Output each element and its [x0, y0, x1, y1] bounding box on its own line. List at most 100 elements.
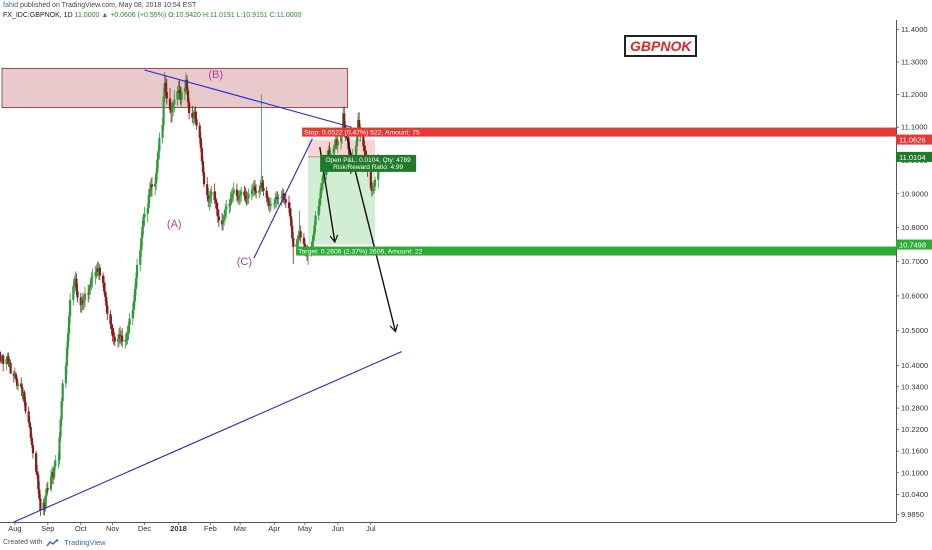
candle-body: [172, 104, 175, 109]
candle-body: [269, 204, 273, 206]
candle-body: [83, 293, 87, 301]
candle-body: [314, 215, 317, 226]
target-price-tag: 10.7498: [899, 241, 926, 250]
candle-body: [333, 145, 336, 149]
candle-body: [88, 288, 91, 294]
candle-body: [64, 365, 67, 384]
stop-label-bg: [302, 127, 896, 137]
candle-body: [237, 196, 241, 200]
x-tick-label: Aug: [8, 524, 21, 533]
candle-body: [372, 186, 376, 188]
candle-body: [133, 288, 137, 302]
x-tick-label: 2018: [170, 524, 187, 533]
candle-body: [317, 206, 320, 216]
candle-body: [191, 113, 194, 118]
candle-body: [312, 234, 315, 241]
candle-body: [113, 336, 116, 342]
candle-body: [199, 138, 202, 148]
candle-body: [292, 238, 295, 247]
candle-body: [355, 136, 359, 147]
candle-body: [7, 356, 10, 365]
rising-wedge-trendline: [253, 138, 313, 259]
candle-body: [94, 271, 97, 277]
candle-body: [250, 190, 253, 195]
candle-body: [192, 116, 195, 118]
x-tick-label: May: [298, 524, 312, 533]
candle-body: [217, 216, 220, 221]
candle-body: [157, 150, 160, 160]
candle-body: [224, 209, 227, 216]
target-label-bg: [296, 246, 896, 256]
candle-body: [277, 198, 280, 200]
candle-body: [364, 151, 367, 157]
x-axis: Aug Sep Oct Nov Dec 2018 Feb Mar Apr May Jun Jul: [8, 522, 376, 533]
price-tags-layer: 11.0626 11.0104 10.7498 Stop: 0.0522 (0.47%…: [296, 127, 932, 256]
candle-body: [302, 237, 305, 244]
candle-body: [313, 225, 316, 235]
stop-zone: [308, 139, 376, 157]
y-axis: 11.400011.300011.200011.100011.000010.90…: [896, 25, 928, 519]
candle-body: [297, 234, 300, 241]
candle-body: [15, 378, 19, 387]
candle-body: [214, 199, 217, 203]
candle-body: [276, 196, 279, 200]
candle-body: [23, 392, 26, 403]
brand-name[interactable]: TradingView: [64, 538, 106, 547]
open-pnl-label: Open P&L: 0.0104, Qty: 4789: [325, 157, 411, 164]
candle-body: [24, 402, 27, 412]
author-name[interactable]: fahid: [3, 2, 19, 9]
candle-body: [202, 172, 206, 185]
candle-body: [265, 190, 268, 198]
candle-body: [332, 148, 335, 154]
candle-body: [243, 191, 246, 196]
candle-body: [29, 427, 32, 438]
open-pnl-label-bg: [320, 154, 417, 172]
candle-body: [106, 305, 109, 315]
candle-body: [135, 264, 139, 279]
candle-body: [104, 291, 107, 297]
candle-body: [149, 184, 152, 190]
candle-body: [280, 197, 283, 199]
candle-body: [274, 199, 277, 204]
candle-body: [348, 149, 351, 161]
candle-body: [31, 444, 35, 454]
candle-body: [124, 340, 127, 342]
candle-body: [139, 250, 142, 265]
candle-body: [117, 334, 121, 340]
candle-body: [210, 191, 213, 196]
candle-body: [229, 198, 232, 205]
candle-body: [143, 213, 146, 218]
publish-text: published on TradingView.com, May 08, 20…: [18, 2, 197, 9]
candle-body: [147, 194, 150, 208]
candle-body: [188, 102, 191, 114]
y-tick-label: 10.1600: [901, 447, 928, 456]
candle-body: [60, 401, 63, 420]
candle-body: [363, 146, 366, 152]
candle-body: [132, 301, 135, 311]
candle-body: [246, 197, 249, 200]
candle-body: [112, 335, 115, 337]
candle-body: [5, 359, 8, 364]
risk-reward-label: Risk/Reward Ratio: 4.99: [333, 164, 403, 171]
created-with-text: Created with: [3, 539, 43, 546]
candle-body: [53, 466, 56, 478]
candle-body: [128, 318, 131, 326]
candle-body: [73, 278, 76, 287]
ohlc-text: 11.0000 ▲ +0.0606 (+0.55%) O:10.9420 H:1…: [74, 12, 302, 19]
candle-body: [232, 189, 235, 194]
candle-body: [231, 193, 234, 195]
candle-body: [44, 495, 47, 509]
candle-body: [295, 244, 298, 247]
candle-body: [296, 240, 299, 245]
y-tick-label: 10.8000: [901, 223, 928, 232]
candle-body: [267, 200, 270, 207]
candle-body: [76, 291, 79, 298]
candle-body: [291, 225, 294, 239]
candle-body: [183, 87, 186, 92]
long-term-support-trendline: [13, 351, 402, 523]
candle-body: [251, 188, 254, 191]
candle-body: [186, 90, 190, 103]
candle-body: [101, 275, 105, 283]
candle-body: [27, 411, 30, 423]
